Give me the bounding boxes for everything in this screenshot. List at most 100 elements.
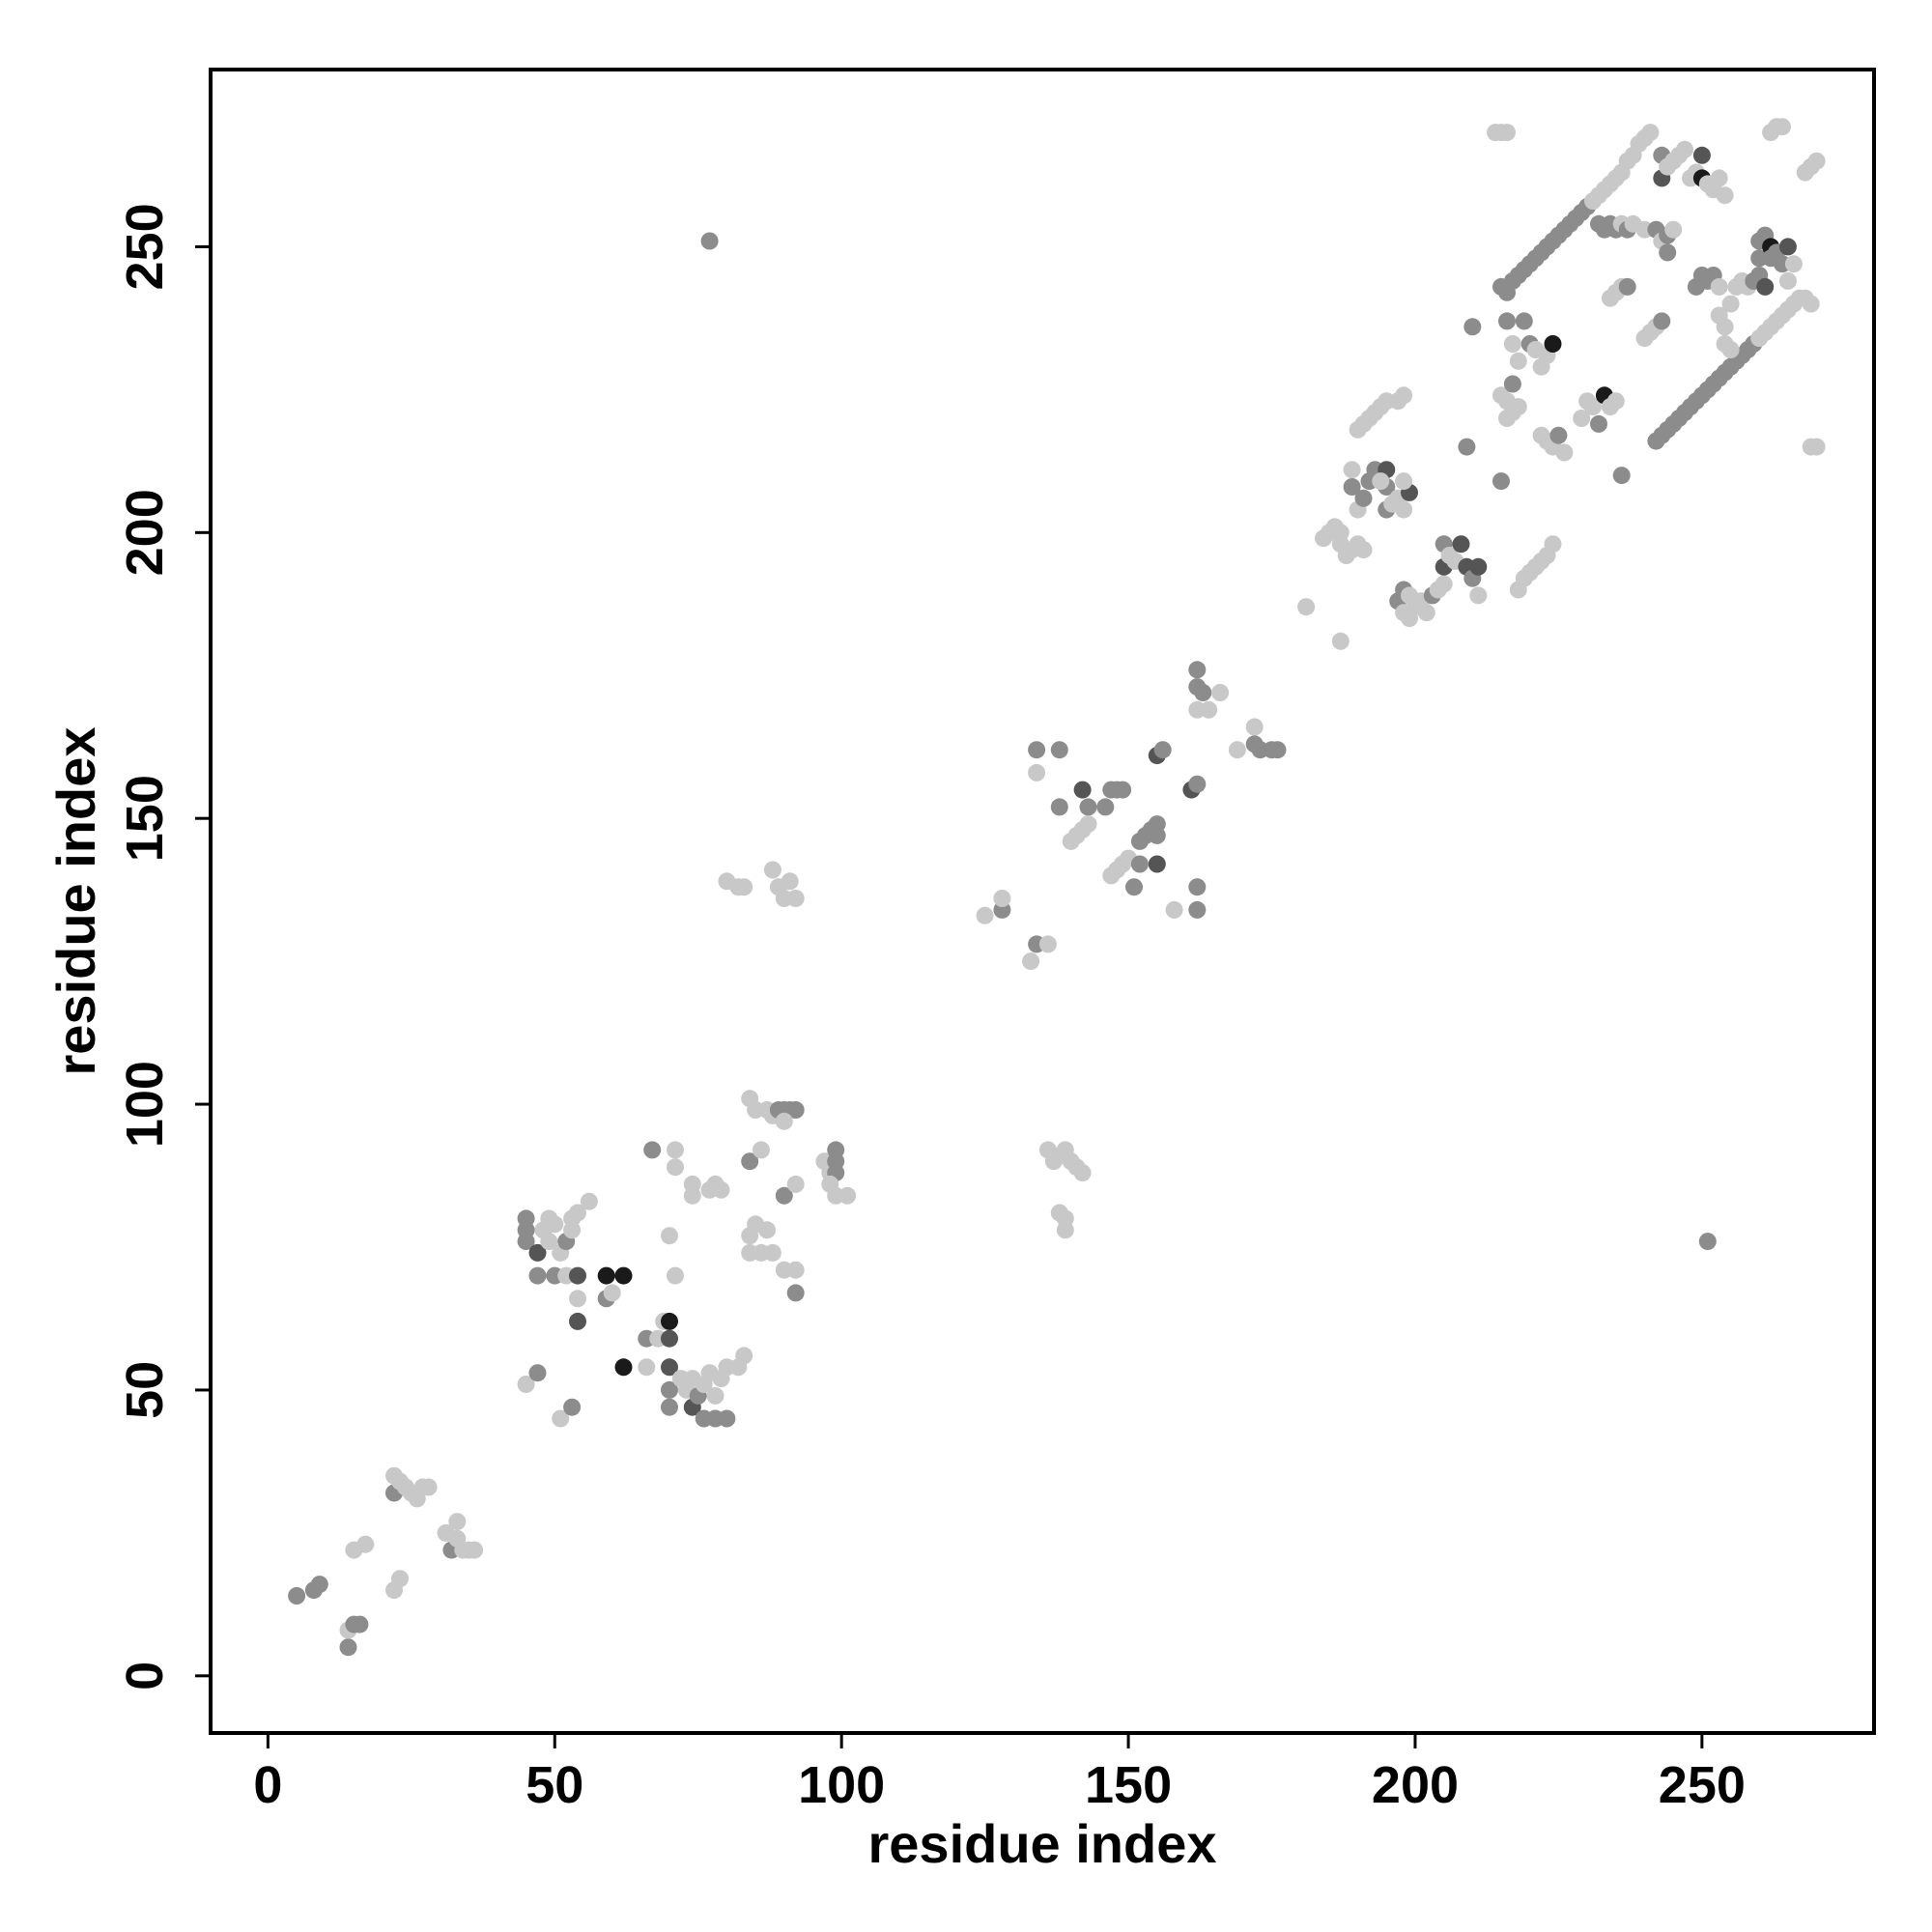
data-point <box>1022 952 1040 971</box>
data-point <box>1343 461 1361 479</box>
data-point <box>1463 318 1482 336</box>
data-point <box>1188 900 1207 919</box>
y-axis-label: residue index <box>45 726 106 1075</box>
data-point <box>1188 775 1207 793</box>
data-point <box>661 1329 678 1348</box>
data-point <box>786 1175 805 1193</box>
data-point <box>569 1204 586 1222</box>
data-point <box>1555 443 1574 462</box>
data-point <box>753 1141 770 1159</box>
data-point <box>1641 124 1660 142</box>
data-point <box>1211 684 1230 701</box>
x-tick-label: 200 <box>1372 1756 1459 1814</box>
data-point <box>1807 438 1826 456</box>
data-point <box>976 906 994 924</box>
data-point <box>1452 535 1470 554</box>
data-point <box>569 1290 586 1308</box>
data-point <box>1028 741 1046 759</box>
data-point <box>758 1221 776 1239</box>
data-point <box>1676 140 1693 158</box>
data-point <box>614 1266 633 1285</box>
data-point <box>1774 118 1791 136</box>
data-point <box>786 1261 805 1279</box>
data-point <box>1435 575 1453 593</box>
data-point <box>1188 661 1207 679</box>
x-tick-label: 150 <box>1085 1756 1172 1814</box>
x-tick-label: 0 <box>253 1756 282 1814</box>
data-point <box>1509 352 1527 370</box>
data-point <box>683 1175 701 1193</box>
data-point <box>569 1312 586 1330</box>
data-point <box>1343 478 1361 496</box>
data-point <box>517 1376 535 1393</box>
data-point <box>1590 414 1607 433</box>
data-point <box>643 1141 662 1159</box>
data-point <box>310 1576 328 1594</box>
data-point <box>661 1398 678 1416</box>
x-tick-label: 50 <box>526 1756 583 1814</box>
y-tick-label: 200 <box>116 489 174 576</box>
data-point <box>1079 798 1097 816</box>
data-point <box>1807 152 1826 170</box>
data-point <box>1417 604 1435 622</box>
data-point <box>517 1209 535 1228</box>
data-point <box>552 1409 570 1428</box>
x-tick-label: 250 <box>1659 1756 1746 1814</box>
points-layer <box>288 118 1826 1657</box>
data-point <box>1056 1221 1074 1239</box>
data-point <box>1716 318 1734 336</box>
data-point <box>356 1535 375 1553</box>
data-point <box>1573 410 1591 427</box>
data-point <box>1721 295 1740 313</box>
data-point <box>1606 392 1625 411</box>
y-tick-label: 0 <box>116 1662 174 1690</box>
data-point <box>667 1158 684 1177</box>
data-point <box>1716 186 1734 205</box>
data-point <box>763 861 781 879</box>
data-point <box>775 1186 793 1205</box>
data-point <box>391 1570 409 1588</box>
x-axis: 0 50 100 150 200 250 <box>253 1733 1746 1814</box>
data-point <box>528 1266 547 1285</box>
y-axis: 0 50 100 150 200 250 <box>116 203 211 1690</box>
data-point <box>1498 312 1516 330</box>
data-point <box>1515 312 1533 330</box>
data-point <box>1584 398 1602 416</box>
data-point <box>339 1638 357 1657</box>
data-point <box>1544 335 1562 353</box>
data-point <box>1612 467 1631 485</box>
data-point <box>1050 798 1068 816</box>
data-point <box>1200 700 1218 719</box>
data-point <box>1130 855 1149 873</box>
data-point <box>1096 798 1115 816</box>
data-point <box>1395 500 1413 519</box>
data-point <box>1148 855 1166 873</box>
data-point <box>1125 878 1143 896</box>
data-point <box>993 890 1011 907</box>
data-point <box>1395 472 1413 491</box>
data-point <box>1079 815 1097 834</box>
data-point <box>1756 277 1775 296</box>
data-point <box>563 1398 582 1416</box>
data-point <box>419 1478 438 1496</box>
y-tick-label: 250 <box>116 203 174 290</box>
plot-frame <box>209 68 1876 1735</box>
data-point <box>1492 472 1510 491</box>
data-point <box>1653 312 1671 330</box>
data-point <box>712 1180 730 1199</box>
data-point <box>786 1101 805 1119</box>
data-point <box>838 1186 857 1205</box>
data-point <box>1549 426 1568 444</box>
data-point <box>1618 277 1636 296</box>
data-point <box>1268 741 1287 759</box>
data-point <box>1228 741 1246 759</box>
data-point <box>1778 238 1797 256</box>
data-point <box>528 1364 547 1382</box>
data-point <box>1245 718 1264 736</box>
data-point <box>1114 781 1132 799</box>
data-point <box>1778 271 1797 290</box>
data-point <box>580 1192 598 1210</box>
data-point <box>351 1615 369 1634</box>
data-point <box>661 1380 678 1399</box>
